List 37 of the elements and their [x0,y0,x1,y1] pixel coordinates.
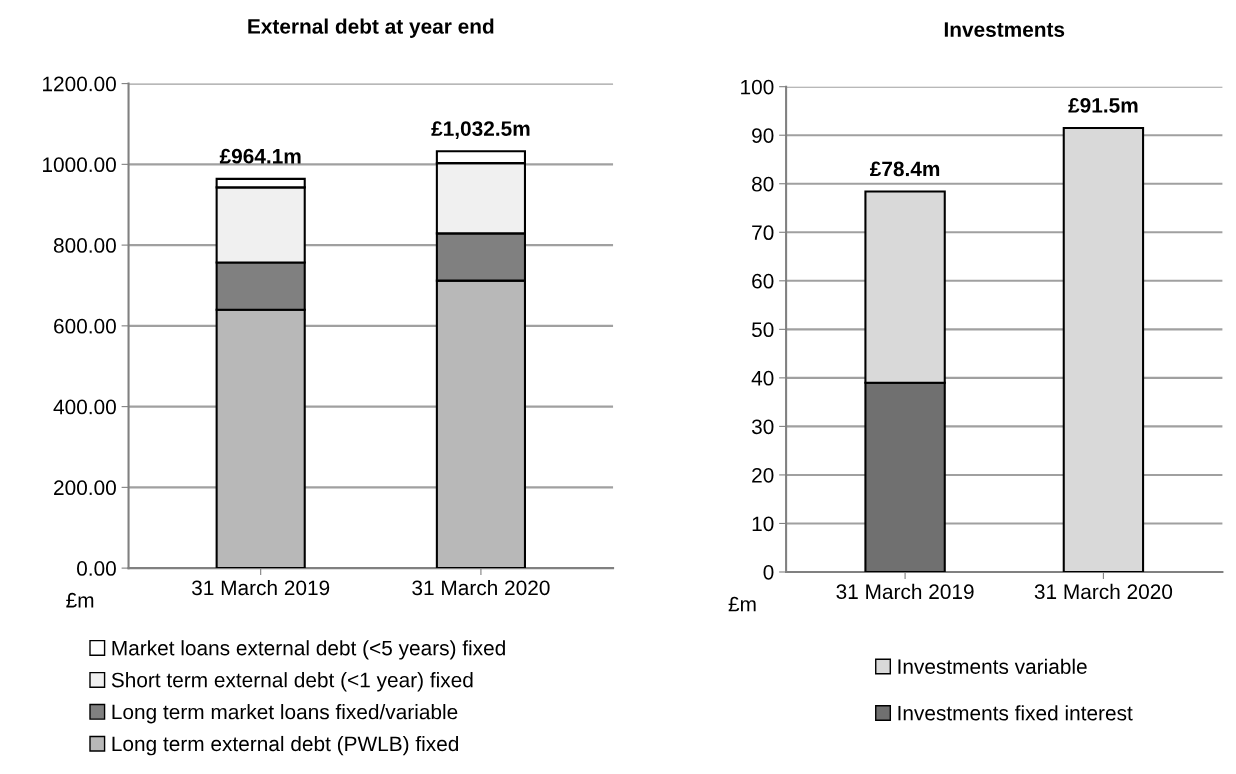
y-tick-label: 0.00 [77,561,116,576]
y-axis-title: £m [66,592,94,608]
y-tick-label: 40 [751,370,774,386]
total-label: £78.4m [869,161,940,177]
y-tick-label: 30 [751,419,774,435]
y-tick-label: 400.00 [53,399,116,415]
y-tick-label: 70 [752,225,774,241]
total-label: £1,032.5m [431,121,530,140]
y-tick-label: 800.00 [53,238,116,253]
x-tick-label: 31 March 2019 [192,579,330,596]
y-tick-label: 600.00 [54,318,116,334]
x-tick-label: 31 March 2020 [1034,583,1173,600]
total-label: £964.1m [219,148,301,164]
legend-label: Long term external debt (PWLB) fixed [112,735,459,756]
y-tick-label: 60 [752,273,774,289]
legend-label: Long term market loans fixed/variable [112,704,458,724]
y-tick-label: 20 [752,467,774,483]
y-tick-label: 10 [752,516,774,532]
x-tick-label: 31 March 2020 [412,579,550,596]
y-tick-label: 0 [763,564,774,580]
legend-label: Short term external debt (<1 year) fixed [111,672,473,692]
bar [1062,126,1145,572]
y-tick-label: 100 [741,79,774,95]
y-axis-title: £m [728,596,756,612]
chart-title: Investments [944,22,1065,37]
chart-title: External debt at year end [248,18,494,38]
y-tick-label: 1200.00 [43,76,116,92]
y-tick-label: 50 [751,322,774,338]
y-tick-label: 80 [752,176,774,192]
y-tick-label: 1000.00 [43,157,116,173]
y-tick-label: 200.00 [54,480,116,496]
legend-label: Investments fixed interest [898,705,1133,721]
x-tick-label: 31 March 2019 [836,583,974,600]
y-tick-label: 90 [752,128,774,143]
legend-label: Investments variable [898,658,1087,674]
legend-label: Market loans external debt (<5 years) fixed [112,640,505,660]
total-label: £91.5m [1068,97,1138,113]
